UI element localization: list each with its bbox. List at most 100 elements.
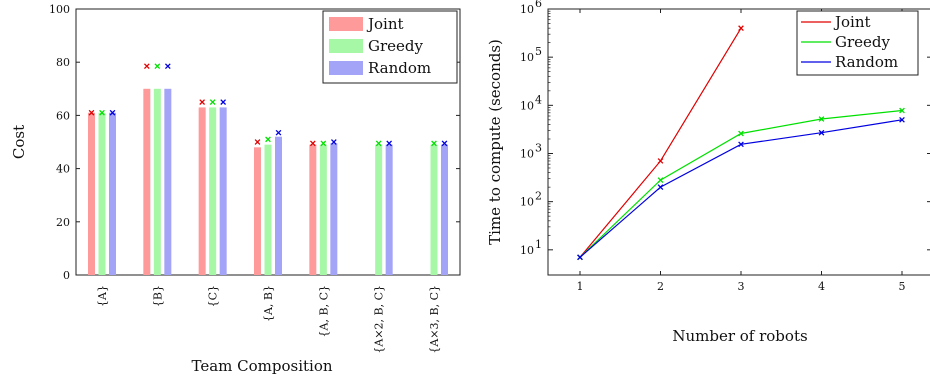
- legend-swatch-greedy: [329, 39, 363, 53]
- marker-joint-0: [88, 109, 95, 116]
- line-xtick-label-0: 1: [577, 280, 584, 293]
- bar-chart-markers: [88, 63, 448, 147]
- legend-label-random: Random: [368, 59, 431, 77]
- line-ytick-exp-1: 2: [535, 190, 542, 203]
- bar-ytick-label-2: 40: [56, 163, 70, 176]
- bar-greedy-3: [264, 144, 272, 275]
- marker-greedy-3: [265, 136, 271, 143]
- marker-joint-3-b: [254, 139, 261, 145]
- line-ytick-exp-5: 6: [535, 0, 542, 10]
- point-random-0: [577, 254, 583, 261]
- bar-random-2: [219, 107, 227, 275]
- bar-chart-y-ticks: 0 20 40 60 80 100: [49, 3, 460, 282]
- marker-greedy-2: [209, 99, 216, 105]
- marker-greedy-4: [320, 140, 327, 147]
- point-random-2-b: [738, 141, 744, 148]
- marker-greedy-0: [99, 109, 105, 116]
- bar-random-5: [385, 144, 393, 275]
- bar-ytick-label-3: 60: [56, 109, 70, 122]
- line-xtick-label-2: 3: [738, 280, 745, 293]
- marker-random-0: [109, 109, 116, 116]
- point-random-1: [657, 184, 664, 191]
- bar-ytick-label-5: 100: [49, 3, 70, 16]
- bar-xtick-label-2: {C}: [207, 285, 220, 307]
- bar-random-6: [441, 144, 448, 275]
- bar-greedy-5: [375, 144, 383, 275]
- line-xtick-label-4: 5: [899, 280, 906, 293]
- bar-joint-0: [88, 112, 95, 276]
- line-ytick-label-5: 10: [520, 3, 534, 16]
- marker-random-5-b: [386, 140, 393, 147]
- bar-joint-4: [309, 144, 317, 275]
- point-greedy-3-b: [818, 116, 825, 122]
- marker-random-2-b: [220, 99, 227, 105]
- marker-joint-4: [309, 140, 316, 147]
- marker-greedy-5-b: [375, 140, 382, 147]
- marker-greedy-1-b: [154, 63, 161, 70]
- point-random-3-b: [818, 129, 825, 136]
- marker-joint-2: [199, 99, 206, 105]
- marker-joint-4-b: [309, 140, 316, 147]
- line-ytick-label-1: 10: [520, 196, 534, 209]
- bar-chart: 0 20 40 60 80 100 {A} {B} {C} {A, B} {A, B, C} {A×…: [10, 3, 461, 375]
- bar-greedy-4: [319, 144, 327, 275]
- marker-random-1-b: [164, 63, 171, 70]
- marker-random-3-b: [275, 129, 282, 136]
- point-random-2: [738, 141, 744, 148]
- line-ytick-label-3: 10: [520, 99, 534, 112]
- point-joint-2: [738, 25, 744, 32]
- line-chart-x-ticks: 1 2 3 4 5: [577, 9, 906, 293]
- point-greedy-2-b: [738, 130, 744, 137]
- line-chart-y-label: Time to compute (seconds): [486, 39, 504, 245]
- legend-label-greedy-line: Greedy: [835, 33, 891, 51]
- marker-greedy-1: [154, 63, 161, 70]
- bar-chart-x-ticks: {A} {B} {C} {A, B} {A, B, C} {A×2, B, C} {A×3,…: [96, 271, 441, 354]
- marker-greedy-6-b: [431, 140, 437, 147]
- marker-joint-2-b: [199, 99, 206, 105]
- legend-swatch-random: [329, 61, 363, 75]
- marker-random-4: [330, 139, 337, 145]
- bar-greedy-1: [153, 88, 161, 275]
- marker-joint-3: [254, 139, 261, 145]
- marker-joint-1: [143, 63, 150, 70]
- marker-random-4-b: [330, 139, 337, 145]
- bar-xtick-label-6: {A×3, B, C}: [428, 285, 441, 354]
- line-ytick-exp-4: 5: [535, 45, 542, 58]
- series-line-greedy: [579, 109, 903, 258]
- marker-random-0-b: [109, 109, 116, 116]
- point-joint-1-b: [657, 158, 664, 164]
- bar-xtick-label-4: {A, B, C}: [317, 285, 330, 337]
- point-random-4: [899, 116, 905, 123]
- marker-joint-0-b: [88, 109, 95, 116]
- bar-random-4: [330, 143, 338, 275]
- marker-random-6-b: [441, 140, 448, 147]
- marker-random-3: [275, 129, 282, 136]
- bar-random-1: [164, 88, 172, 275]
- marker-random-6: [441, 140, 448, 147]
- line-chart-legend: Joint Greedy Random: [796, 10, 919, 76]
- point-random-1-b: [657, 184, 664, 191]
- line-chart-frame: [547, 8, 930, 276]
- bar-chart-y-label: Cost: [10, 125, 28, 159]
- bar-chart-bars: [88, 88, 448, 276]
- bar-ytick-label-4: 80: [56, 56, 70, 69]
- series-line-random: [579, 119, 903, 258]
- bar-random-3: [275, 136, 282, 275]
- marker-greedy-5: [375, 140, 382, 147]
- line-chart-series: [577, 25, 905, 261]
- legend-label-greedy: Greedy: [368, 37, 424, 55]
- marker-random-5: [386, 140, 393, 147]
- point-greedy-4-b: [899, 107, 905, 114]
- bar-xtick-label-5: {A×2, B, C}: [373, 285, 386, 354]
- point-random-0-b: [577, 254, 583, 261]
- bar-greedy-6: [430, 144, 438, 275]
- legend-label-joint-line: Joint: [833, 13, 871, 31]
- point-greedy-4: [899, 107, 905, 114]
- bar-xtick-label-1: {B}: [151, 285, 164, 307]
- point-random-4-b: [899, 116, 905, 123]
- point-joint-1: [657, 158, 664, 164]
- point-greedy-2: [738, 130, 744, 137]
